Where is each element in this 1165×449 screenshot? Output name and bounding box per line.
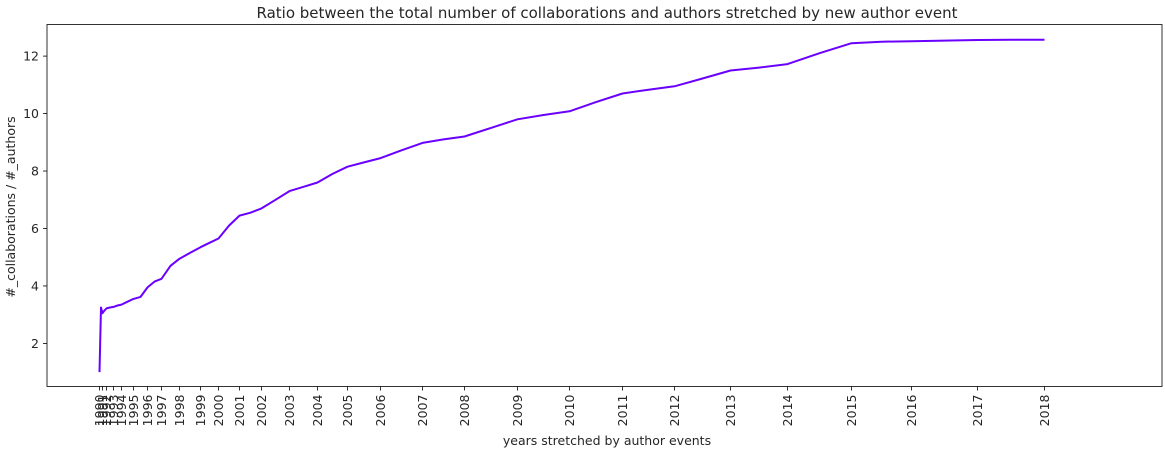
x-tick-label: 2012 bbox=[667, 395, 682, 427]
y-axis-title: #_collaborations / #_authors bbox=[3, 116, 18, 297]
x-tick-label: 1995 bbox=[126, 395, 141, 427]
x-tick-label: 1996 bbox=[140, 394, 155, 426]
x-tick-label: 1990 bbox=[92, 394, 107, 426]
x-tick-label: 2016 bbox=[904, 394, 919, 426]
x-tick-label: 2002 bbox=[254, 395, 269, 427]
x-tick-label: 1993 bbox=[106, 395, 121, 427]
y-tick-label: 4 bbox=[31, 278, 39, 293]
x-tick-label: 2006 bbox=[373, 394, 388, 426]
x-tick-label: 2009 bbox=[510, 394, 525, 426]
chart-title: Ratio between the total number of collab… bbox=[256, 4, 957, 22]
x-tick-label: 1997 bbox=[154, 395, 169, 427]
x-tick-label: 2018 bbox=[1037, 394, 1052, 426]
y-tick-label: 10 bbox=[23, 106, 39, 121]
x-tick-label: 2004 bbox=[310, 394, 325, 426]
x-tick-label: 2015 bbox=[844, 395, 859, 427]
x-tick-label: 1992 bbox=[99, 395, 114, 427]
x-tick-label: 2007 bbox=[415, 395, 430, 427]
x-tick-label: 1998 bbox=[172, 394, 187, 426]
x-tick-label: 2011 bbox=[615, 395, 630, 427]
x-axis-title: years stretched by author events bbox=[503, 433, 711, 448]
series-line bbox=[98, 38, 1045, 373]
y-tick-label: 2 bbox=[31, 336, 39, 351]
x-tick-label: 2013 bbox=[723, 395, 738, 427]
x-tick-label: 2005 bbox=[340, 395, 355, 427]
x-tick-label: 2003 bbox=[282, 395, 297, 427]
x-tick-label: 2001 bbox=[232, 395, 247, 427]
x-tick-label: 1994 bbox=[114, 394, 129, 426]
y-tick-label: 8 bbox=[31, 164, 39, 179]
x-tick-label: 2010 bbox=[562, 394, 577, 426]
y-tick-label: 6 bbox=[31, 221, 39, 236]
plot-frame bbox=[46, 24, 1163, 387]
x-tick-label: 2014 bbox=[780, 394, 795, 426]
x-tick-label: 2017 bbox=[970, 395, 985, 427]
y-axis: 2 4 6 8 10 12 bbox=[23, 49, 47, 351]
x-tick-label: 2000 bbox=[211, 394, 226, 426]
x-tick-label: 2008 bbox=[457, 394, 472, 426]
series-group bbox=[98, 38, 1045, 373]
x-tick-label: 1991 bbox=[95, 395, 110, 427]
y-tick-label: 12 bbox=[23, 49, 39, 64]
x-tick-label: 1999 bbox=[193, 394, 208, 426]
